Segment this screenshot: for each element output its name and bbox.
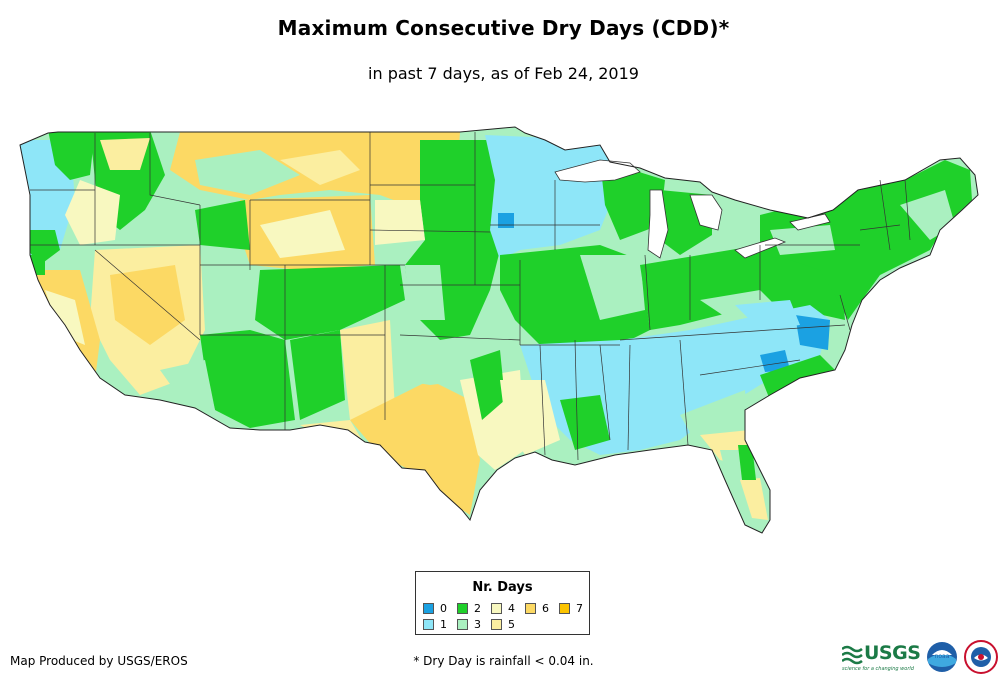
region-2-days [200,330,295,428]
legend-item-7: 7 [559,603,583,615]
map-title: Maximum Consecutive Dry Days (CDD)* [277,16,730,40]
region-5-days [280,150,360,185]
region-2-days [30,255,45,275]
region-0-days [498,213,514,228]
lake-superior [554,159,641,183]
agency-logos: USGS science for a changing world noaa [842,639,1002,679]
region-2-days [48,130,95,180]
legend-item-2: 2 [457,603,481,615]
region-2-days [560,395,610,450]
region-1-day [735,300,800,330]
region-3-days [770,225,835,255]
region-6-days [110,265,185,345]
region-4-days [375,200,425,245]
noaa-label: noaa [935,653,950,660]
region-0-days [760,350,790,372]
region-5-days [740,478,768,520]
map-credit: Map Produced by USGS/EROS [10,654,188,668]
usgs-wave-icon [842,645,863,665]
legend-swatch [559,603,570,614]
nws-logo-icon [964,640,998,674]
noaa-logo-icon: noaa [927,642,957,672]
great-lakes [554,159,831,259]
legend-item-0: 0 [423,603,447,615]
region-3-days [580,255,645,320]
legend-swatch [457,619,468,630]
region-4-days [45,290,85,345]
legend-swatch [423,603,434,614]
legend-item-4: 4 [491,603,515,615]
legend-item-6: 6 [525,603,549,615]
legend-swatch [423,619,434,630]
usgs-tagline: science for a changing world [842,666,914,672]
legend-label: 7 [576,602,583,615]
state-borders [30,132,911,461]
lake-huron [689,194,723,231]
legend: Nr. Days 0 1 2 3 4 5 6 7 [415,571,590,635]
lake-michigan [647,189,669,259]
legend-label: 4 [508,602,515,615]
region-3-days [395,340,470,385]
region-5-days [100,138,150,170]
legend-swatch [525,603,536,614]
legend-swatch [491,619,502,630]
region-3-days [405,265,445,320]
legend-swatch [457,603,468,614]
legend-swatch [491,603,502,614]
dry-day-footnote: * Dry Day is rainfall < 0.04 in. [413,654,594,668]
region-5-days [340,320,395,420]
region-4-days [500,380,560,455]
legend-item-1: 1 [423,619,447,631]
region-4-days [260,210,345,258]
legend-title: Nr. Days [472,580,533,595]
region-2-days [470,350,505,420]
usgs-logo: USGS [864,642,921,664]
legend-item-3: 3 [457,619,481,631]
us-outline [19,126,979,534]
legend-label: 6 [542,602,549,615]
legend-item-5: 5 [491,619,515,631]
region-2-days [255,265,405,340]
map-subtitle: in past 7 days, as of Feb 24, 2019 [368,64,639,83]
region-6-days [350,380,480,515]
legend-label: 2 [474,602,481,615]
region-2-days [195,200,250,250]
region-3-days [900,190,955,240]
legend-label: 5 [508,618,515,631]
region-3-days [195,150,300,195]
region-3-days [160,360,215,410]
legend-label: 0 [440,602,447,615]
region-4-days [65,180,120,245]
region-0-days [795,315,830,350]
legend-label: 3 [474,618,481,631]
legend-label: 1 [440,618,447,631]
region-2-days [760,355,835,400]
region-2-days [290,330,345,420]
